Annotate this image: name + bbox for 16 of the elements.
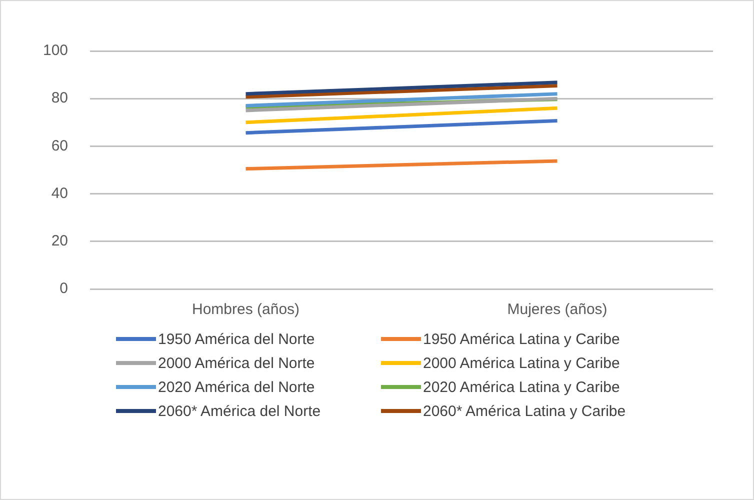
legend-label: 2060* América del Norte xyxy=(158,402,321,420)
legend-label: 1950 América del Norte xyxy=(158,330,315,348)
y-tick-label: 40 xyxy=(51,184,68,202)
y-tick-label: 0 xyxy=(60,280,68,298)
y-tick-label: 100 xyxy=(42,42,68,60)
x-tick-label: Mujeres (años) xyxy=(507,301,608,318)
legend-label: 2020 América Latina y Caribe xyxy=(423,378,620,396)
legend-label: 2000 América Latina y Caribe xyxy=(423,354,620,372)
legend-label: 1950 América Latina y Caribe xyxy=(423,330,620,348)
y-tick-label: 20 xyxy=(51,232,68,250)
y-tick-label: 60 xyxy=(51,137,68,154)
y-tick-label: 80 xyxy=(51,90,68,107)
legend-label: 2020 América del Norte xyxy=(158,378,315,396)
legend-label: 2060* América Latina y Caribe xyxy=(423,402,626,420)
legend-label: 2000 América del Norte xyxy=(158,354,315,372)
x-tick-label: Hombres (años) xyxy=(192,301,300,318)
